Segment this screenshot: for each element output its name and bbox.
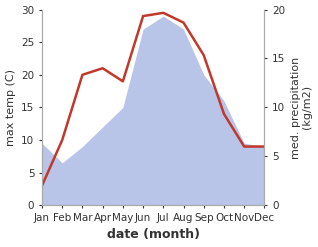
- Y-axis label: max temp (C): max temp (C): [5, 69, 16, 146]
- X-axis label: date (month): date (month): [107, 228, 200, 242]
- Y-axis label: med. precipitation
(kg/m2): med. precipitation (kg/m2): [291, 56, 313, 159]
